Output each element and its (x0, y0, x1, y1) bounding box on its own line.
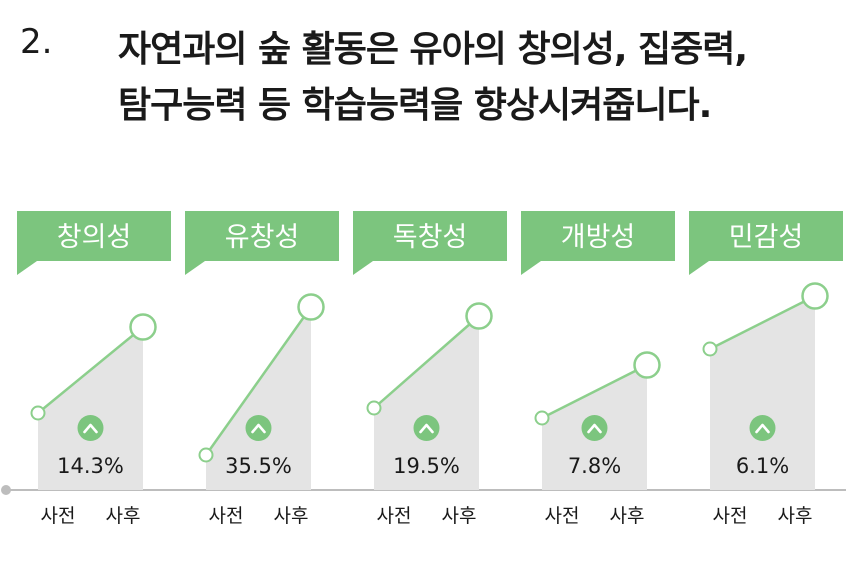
pre-point (366, 400, 382, 416)
increase-badge (245, 415, 272, 441)
change-area (38, 327, 143, 490)
x-label-post: 사후 (274, 505, 309, 527)
pre-point (30, 405, 46, 421)
increase-value: 14.3% (57, 454, 124, 478)
chevron-up-icon (251, 423, 266, 434)
chevron-up-icon (587, 423, 602, 434)
x-label-pre: 사전 (713, 505, 748, 527)
category-banner (185, 211, 339, 275)
x-label-post: 사후 (106, 505, 141, 527)
x-label-pre: 사전 (545, 505, 580, 527)
category-banner (689, 211, 843, 275)
category-banner (353, 211, 507, 275)
change-line (373, 315, 480, 409)
category-label: 독창성 (393, 222, 468, 253)
category-label: 유창성 (225, 222, 300, 253)
x-label-post: 사후 (778, 505, 813, 527)
change-area (710, 296, 815, 490)
x-label-post: 사후 (610, 505, 645, 527)
post-point (633, 351, 661, 379)
category-label: 개방성 (561, 222, 636, 253)
change-area (206, 307, 311, 490)
x-label-pre: 사전 (41, 505, 76, 527)
increase-value: 35.5% (225, 454, 292, 478)
change-area (374, 316, 479, 490)
increase-value: 7.8% (568, 454, 621, 478)
title-line-1: 자연과의 숲 활동은 유아의 창의성, 집중력, (118, 29, 748, 70)
x-label-pre: 사전 (209, 505, 244, 527)
category-banner (17, 211, 171, 275)
change-line (204, 306, 313, 456)
title-number: 2. (20, 22, 53, 62)
axis-origin-dot (1, 485, 11, 495)
x-label-post: 사후 (442, 505, 477, 527)
increase-badge (413, 415, 440, 441)
title-line-2: 탐구능력 등 학습능력을 향상시켜줍니다. (118, 85, 712, 126)
change-line (709, 294, 816, 351)
post-point (801, 282, 829, 310)
category-banner (521, 211, 675, 275)
increase-value: 19.5% (393, 454, 460, 478)
chevron-up-icon (83, 423, 98, 434)
increase-badge (77, 415, 104, 441)
chevron-up-icon (419, 423, 434, 434)
increase-value: 6.1% (736, 454, 789, 478)
x-label-pre: 사전 (377, 505, 412, 527)
increase-badge (749, 415, 776, 441)
change-line (37, 326, 144, 414)
chevron-up-icon (755, 423, 770, 434)
post-point (129, 313, 157, 341)
change-line (541, 363, 648, 420)
increase-badge (581, 415, 608, 441)
pre-point (534, 410, 550, 426)
post-point (465, 302, 493, 330)
pre-point (702, 341, 718, 357)
pre-point (198, 447, 214, 463)
category-label: 민감성 (729, 222, 804, 253)
category-label: 창의성 (57, 222, 132, 253)
post-point (297, 293, 325, 321)
